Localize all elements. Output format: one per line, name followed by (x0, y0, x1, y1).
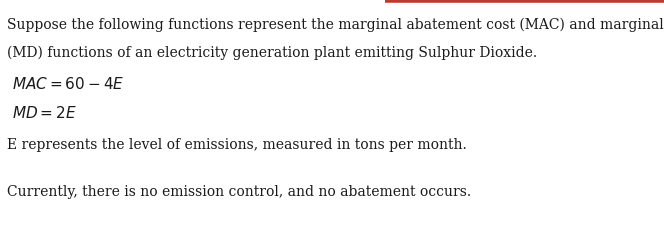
Text: $\mathit{MAC} = 60 - 4\mathit{E}$: $\mathit{MAC} = 60 - 4\mathit{E}$ (12, 76, 124, 91)
Text: Currently, there is no emission control, and no abatement occurs.: Currently, there is no emission control,… (7, 184, 471, 198)
Text: Suppose the following functions represent the marginal abatement cost (MAC) and : Suppose the following functions represen… (7, 18, 664, 32)
Text: (MD) functions of an electricity generation plant emitting Sulphur Dioxide.: (MD) functions of an electricity generat… (7, 45, 537, 60)
Text: E represents the level of emissions, measured in tons per month.: E represents the level of emissions, mea… (7, 137, 466, 151)
Text: $\mathit{MD} = 2\mathit{E}$: $\mathit{MD} = 2\mathit{E}$ (12, 105, 77, 120)
